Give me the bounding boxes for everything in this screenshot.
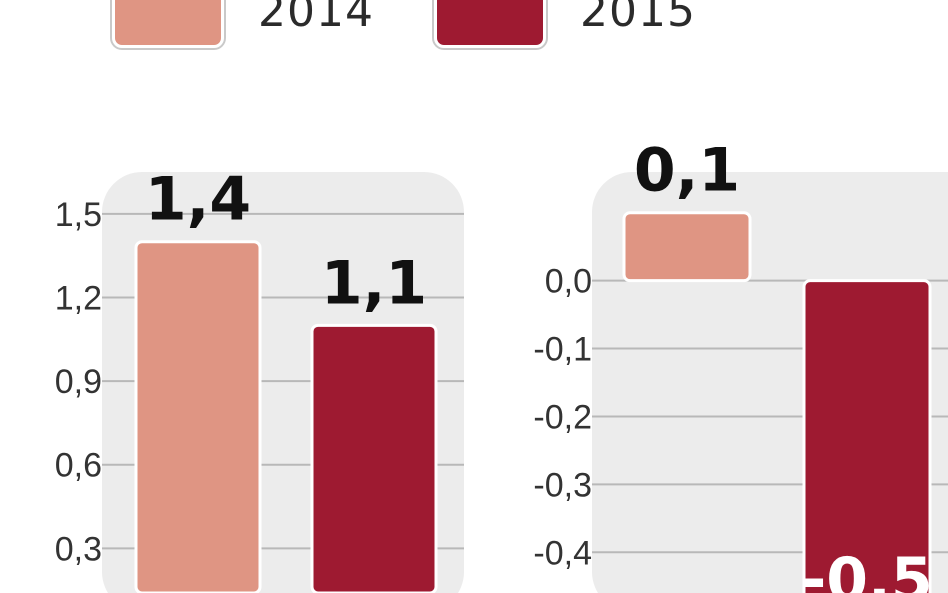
y-tick-label: -0,4 [533,534,592,572]
value-label-2014-left: 1,4 [145,165,251,235]
bar-2014-right [622,211,752,283]
y-tick-label: -0,2 [533,398,592,436]
value-label-2015-left: 1,1 [321,248,427,318]
y-tick-label: 0,9 [55,363,102,401]
legend-label-2015: 2015 [580,0,696,37]
bar-2015-left [310,323,438,593]
chart-right: 0,0 -0,1 -0,2 -0,3 -0,4 0,1 -0,5 [533,136,948,593]
y-tick-label: 0,0 [545,263,592,301]
y-tick-label: 1,5 [55,196,102,234]
y-tick-label: 0,6 [55,447,102,485]
legend-label-2014: 2014 [258,0,374,37]
bar-2015-right [802,279,932,593]
y-tick-label: 1,2 [55,279,102,317]
legend-swatch-2014 [112,0,224,48]
y-tick-label: -0,3 [533,466,592,504]
legend-swatch-2015 [434,0,546,48]
chart-right-axis-ticks: 0,0 -0,1 -0,2 -0,3 -0,4 [533,263,592,573]
y-tick-label: 0,3 [55,530,102,568]
chart-left: 1,5 1,2 0,9 0,6 0,3 1,4 1,1 [55,165,464,593]
bar-2014-left [134,240,262,593]
y-tick-label: -0,1 [533,331,592,369]
chart-left-axis-ticks: 1,5 1,2 0,9 0,6 0,3 [55,196,102,569]
value-label-2014-right: 0,1 [634,136,740,206]
value-label-2015-right: -0,5 [801,545,932,593]
